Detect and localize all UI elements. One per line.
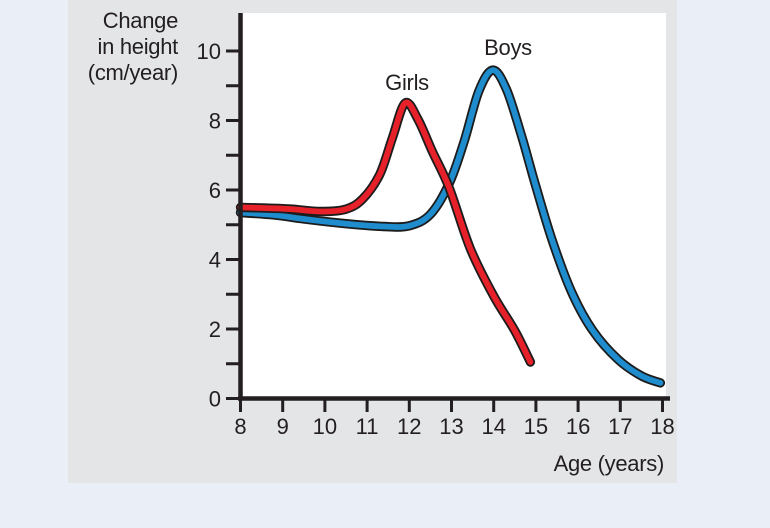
x-tick-label: 10 xyxy=(313,414,337,439)
girls-curve-label: Girls xyxy=(385,70,429,95)
x-tick-label: 14 xyxy=(481,414,505,439)
x-tick-label: 13 xyxy=(439,414,463,439)
x-tick-label: 12 xyxy=(397,414,421,439)
y-tick-label: 0 xyxy=(209,387,221,412)
y-tick-label: 6 xyxy=(209,178,221,203)
y-tick-label: 2 xyxy=(209,317,221,342)
x-tick-label: 16 xyxy=(566,414,590,439)
x-tick-label: 17 xyxy=(608,414,632,439)
boys-curve xyxy=(237,67,664,386)
y-tick-label: 8 xyxy=(209,109,221,134)
x-tick-label: 9 xyxy=(277,414,289,439)
growth-rate-chart: 8 9 10 11 12 13 14 15 16 17 18 0 2 4 6 8 10 xyxy=(197,13,675,439)
x-tick-label: 18 xyxy=(650,414,674,439)
y-axis-title: Change in height (cm/year) xyxy=(68,8,179,86)
y-tick-label: 10 xyxy=(197,39,221,64)
x-axis-title: Age (years) xyxy=(553,451,665,476)
y-axis-title-line-1: Change xyxy=(102,8,179,33)
y-axis-title-line-3: (cm/year) xyxy=(87,60,179,85)
x-tick-label: 8 xyxy=(234,414,246,439)
y-axis-title-line-2: in height xyxy=(97,34,179,59)
y-tick-label: 4 xyxy=(209,248,221,273)
x-tick-label: 11 xyxy=(356,414,379,439)
girls-curve xyxy=(237,99,534,365)
boys-curve-label: Boys xyxy=(484,35,532,60)
x-tick-label: 15 xyxy=(524,414,548,439)
chart-panel: 8 9 10 11 12 13 14 15 16 17 18 0 2 4 6 8 10 Change in he… xyxy=(68,0,677,483)
